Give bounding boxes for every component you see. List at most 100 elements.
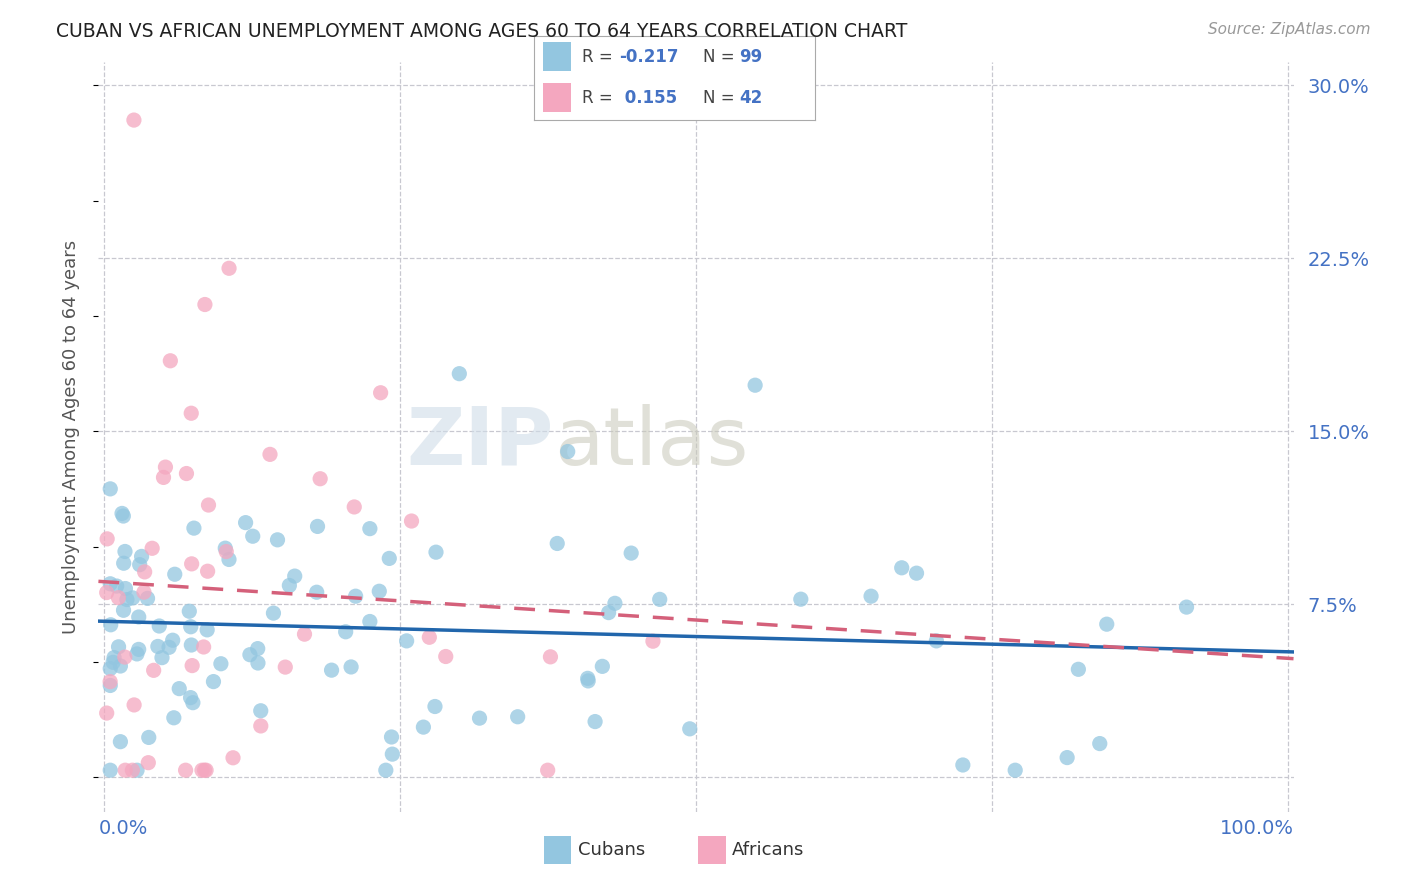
Bar (699, 836, 725, 863)
Point (107, 591, 129, 605)
Point (197, 498, 219, 512)
Point (274, 660, 297, 674)
Point (96, 585, 118, 599)
Point (209, 657, 232, 671)
Text: N =: N = (703, 48, 734, 66)
Point (197, 564, 219, 578)
Point (176, 467, 198, 481)
Text: atlas: atlas (554, 404, 748, 482)
Text: -0.217: -0.217 (619, 48, 678, 66)
Point (218, 261, 240, 276)
Point (284, 569, 307, 583)
Point (374, 763, 396, 777)
Point (925, 633, 948, 648)
Point (395, 633, 418, 648)
Point (150, 650, 173, 665)
Point (96, 532, 118, 546)
Bar (544, 836, 571, 863)
Point (401, 514, 423, 528)
Point (131, 549, 153, 564)
Point (1088, 737, 1111, 751)
Point (557, 444, 579, 458)
Point (380, 730, 402, 744)
Point (343, 500, 366, 514)
Point (136, 591, 159, 606)
Point (180, 638, 202, 652)
Point (174, 763, 197, 777)
Text: 0.0%: 0.0% (98, 819, 148, 838)
Point (180, 690, 202, 705)
Point (128, 610, 150, 624)
Point (246, 656, 269, 670)
Point (155, 460, 177, 475)
Point (179, 604, 201, 618)
Point (576, 673, 599, 688)
Point (114, 763, 136, 777)
Point (307, 519, 329, 533)
Point (112, 556, 135, 570)
Point (180, 620, 202, 634)
Point (239, 648, 262, 662)
Text: Africans: Africans (733, 840, 804, 859)
Point (134, 565, 156, 579)
Point (132, 585, 155, 599)
Point (368, 584, 391, 599)
Point (468, 711, 491, 725)
Point (214, 541, 236, 556)
Point (506, 710, 529, 724)
Text: Cubans: Cubans (578, 840, 645, 859)
Point (598, 606, 620, 620)
Point (98, 763, 121, 777)
Point (114, 650, 136, 665)
Point (167, 681, 190, 696)
Point (136, 756, 159, 770)
Point (148, 619, 170, 633)
Point (191, 763, 214, 777)
Point (181, 696, 204, 710)
Point (278, 578, 301, 592)
Y-axis label: Unemployment Among Ages 60 to 64 years: Unemployment Among Ages 60 to 64 years (62, 240, 80, 634)
Point (266, 533, 288, 547)
Point (381, 747, 404, 761)
Point (1175, 600, 1198, 615)
Point (110, 734, 132, 748)
Text: CUBAN VS AFRICAN UNEMPLOYMENT AMONG AGES 60 TO 64 YEARS CORRELATION CHART: CUBAN VS AFRICAN UNEMPLOYMENT AMONG AGES… (56, 22, 908, 41)
Point (648, 592, 671, 607)
Point (115, 592, 138, 607)
Point (163, 711, 186, 725)
Text: N =: N = (703, 88, 734, 106)
Point (215, 544, 238, 558)
Point (591, 659, 613, 673)
Point (321, 663, 343, 677)
Point (159, 353, 181, 368)
Point (603, 596, 626, 610)
Point (305, 585, 328, 599)
Point (423, 699, 446, 714)
Point (905, 566, 928, 581)
Text: R =: R = (582, 48, 613, 66)
Point (163, 567, 186, 582)
Point (262, 606, 284, 620)
Point (112, 509, 135, 524)
Point (249, 719, 271, 733)
Point (620, 546, 643, 560)
Text: 100.0%: 100.0% (1219, 819, 1294, 838)
Point (183, 521, 205, 535)
Bar (543, 83, 571, 112)
Point (952, 758, 974, 772)
Point (157, 640, 180, 655)
Point (181, 658, 204, 673)
Point (100, 617, 122, 632)
Point (202, 674, 225, 689)
Text: Source: ZipAtlas.com: Source: ZipAtlas.com (1208, 22, 1371, 37)
Point (370, 385, 392, 400)
Point (434, 649, 457, 664)
Text: 99: 99 (740, 48, 763, 66)
Point (340, 660, 363, 674)
Point (679, 722, 702, 736)
Point (152, 470, 174, 484)
Point (110, 659, 132, 673)
Point (112, 603, 135, 617)
Point (98, 482, 121, 496)
Point (98, 662, 121, 676)
